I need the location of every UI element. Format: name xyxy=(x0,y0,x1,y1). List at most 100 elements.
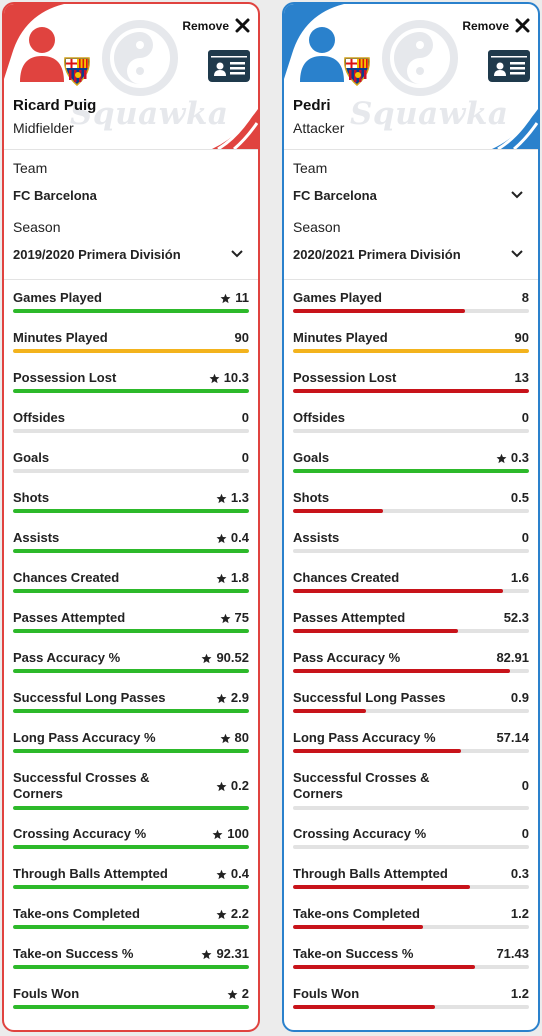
stat-value-text: 0.4 xyxy=(230,530,249,545)
stat-label: Minutes Played xyxy=(293,330,388,345)
team-select[interactable]: FC Barcelona xyxy=(293,188,377,203)
stat-row: Shots 1.3 xyxy=(4,490,258,530)
stat-label: Chances Created xyxy=(293,570,400,585)
stat-bar-track xyxy=(13,1005,249,1009)
stat-value: 11 xyxy=(220,290,249,306)
stat-value-text: 1.2 xyxy=(510,906,529,921)
stat-value-text: 8 xyxy=(521,290,529,305)
stat-value: 0 xyxy=(242,450,249,466)
stat-bar-fill xyxy=(293,925,423,929)
stat-value-text: 0.3 xyxy=(510,450,529,465)
stat-label: Take-on Success % xyxy=(13,946,134,961)
stat-value-text: 1.6 xyxy=(510,570,529,585)
stat-bar-fill xyxy=(293,309,466,313)
stat-value-text: 75 xyxy=(234,610,249,625)
stat-bar-track xyxy=(13,925,249,929)
chevron-down-icon[interactable] xyxy=(510,249,524,259)
stat-bar-fill xyxy=(13,1005,249,1009)
stat-label: Crossing Accuracy % xyxy=(13,826,147,841)
star-icon xyxy=(216,781,227,791)
team-select[interactable]: FC Barcelona xyxy=(13,188,97,203)
remove-button[interactable]: Remove xyxy=(182,18,250,33)
player-id-card-icon[interactable] xyxy=(208,50,250,82)
stat-value: 80 xyxy=(220,730,249,746)
stat-bar-track xyxy=(293,469,529,473)
stat-row: Assists 0.4 xyxy=(4,530,258,570)
stat-label: Pass Accuracy % xyxy=(13,650,121,665)
stat-value-text: 0.5 xyxy=(510,490,529,505)
fc-barcelona-crest-icon xyxy=(344,57,370,86)
card-header: Squawka Remove xyxy=(284,4,538,150)
squawka-logo-watermark-icon xyxy=(382,20,458,96)
stat-bar-track xyxy=(13,629,249,633)
stat-bar-fill xyxy=(13,309,249,313)
star-icon xyxy=(227,989,238,999)
stat-row: Passes Attempted 75 xyxy=(4,610,258,650)
stat-label: Games Played xyxy=(13,290,102,305)
squawka-logo-watermark-icon xyxy=(102,20,178,96)
stat-bar-track xyxy=(293,845,529,849)
stat-value: 0.4 xyxy=(216,866,249,882)
stat-value: 57.14 xyxy=(496,730,529,746)
player-position: Midfielder xyxy=(13,120,74,136)
remove-button[interactable]: Remove xyxy=(462,18,530,33)
stat-bar-fill xyxy=(293,709,367,713)
stat-row: Chances Created 1.8 xyxy=(4,570,258,610)
stat-label: Successful Crosses & Corners xyxy=(293,770,430,801)
stat-label: Long Pass Accuracy % xyxy=(293,730,436,745)
stat-bar-fill xyxy=(293,749,461,753)
stat-label: Passes Attempted xyxy=(13,610,126,625)
stat-label: Through Balls Attempted xyxy=(293,866,448,881)
stat-row: Offsides 0 xyxy=(4,410,258,450)
star-icon xyxy=(496,453,507,463)
stat-bar-fill xyxy=(13,629,249,633)
stat-label: Take-ons Completed xyxy=(13,906,140,921)
stat-bar-track xyxy=(293,549,529,553)
stat-value-text: 11 xyxy=(235,290,249,305)
stat-value: 90 xyxy=(235,330,249,346)
stat-value: 8 xyxy=(522,290,529,306)
stat-bar-track xyxy=(293,309,529,313)
stat-bar-track xyxy=(13,885,249,889)
chevron-down-icon[interactable] xyxy=(510,190,524,200)
stat-bar-track xyxy=(293,389,529,393)
stat-bar-track xyxy=(293,629,529,633)
stats-list: Games Played 11 Minutes Played 90 Possession… xyxy=(4,280,258,1026)
stat-row: Possession Lost 10.3 xyxy=(4,370,258,410)
season-select[interactable]: 2019/2020 Primera División xyxy=(13,247,181,262)
stat-label: Offsides xyxy=(293,410,346,425)
star-icon xyxy=(212,829,223,839)
player-id-card-icon[interactable] xyxy=(488,50,530,82)
player-avatar-icon xyxy=(20,27,64,82)
stat-label: Successful Crosses & Corners xyxy=(13,770,150,801)
remove-label: Remove xyxy=(182,18,229,33)
stat-value-text: 90 xyxy=(514,330,529,345)
stat-label: Offsides xyxy=(13,410,66,425)
stat-row: Long Pass Accuracy % 80 xyxy=(4,730,258,770)
stat-value-text: 0 xyxy=(241,450,249,465)
stat-label: Shots xyxy=(293,490,330,505)
stat-value: 52.3 xyxy=(504,610,529,626)
selectors: Team FC Barcelona Season 2020/2021 Prime… xyxy=(284,150,538,280)
stat-row: Successful Crosses & Corners 0.2 xyxy=(4,770,258,826)
player-name: Pedri xyxy=(293,97,331,114)
stat-value: 71.43 xyxy=(496,946,529,962)
stat-label: Goals xyxy=(13,450,50,465)
stat-value: 90.52 xyxy=(201,650,249,666)
stat-bar-track xyxy=(13,965,249,969)
player-card-left: Squawka Remove xyxy=(2,2,260,1032)
stat-bar-fill xyxy=(13,549,249,553)
stat-row: Crossing Accuracy % 0 xyxy=(284,826,538,866)
player-avatar-icon xyxy=(300,27,344,82)
selectors: Team FC Barcelona Season 2019/2020 Prime… xyxy=(4,150,258,280)
star-icon xyxy=(216,693,227,703)
chevron-down-icon[interactable] xyxy=(230,249,244,259)
stat-bar-fill xyxy=(293,469,529,473)
stat-value: 1.8 xyxy=(216,570,249,586)
stat-value: 2.2 xyxy=(216,906,249,922)
player-position: Attacker xyxy=(293,120,345,136)
stat-value-text: 0 xyxy=(521,530,529,545)
close-icon xyxy=(515,18,530,33)
corner-accent-decoration xyxy=(4,4,64,79)
season-select[interactable]: 2020/2021 Primera División xyxy=(293,247,461,262)
